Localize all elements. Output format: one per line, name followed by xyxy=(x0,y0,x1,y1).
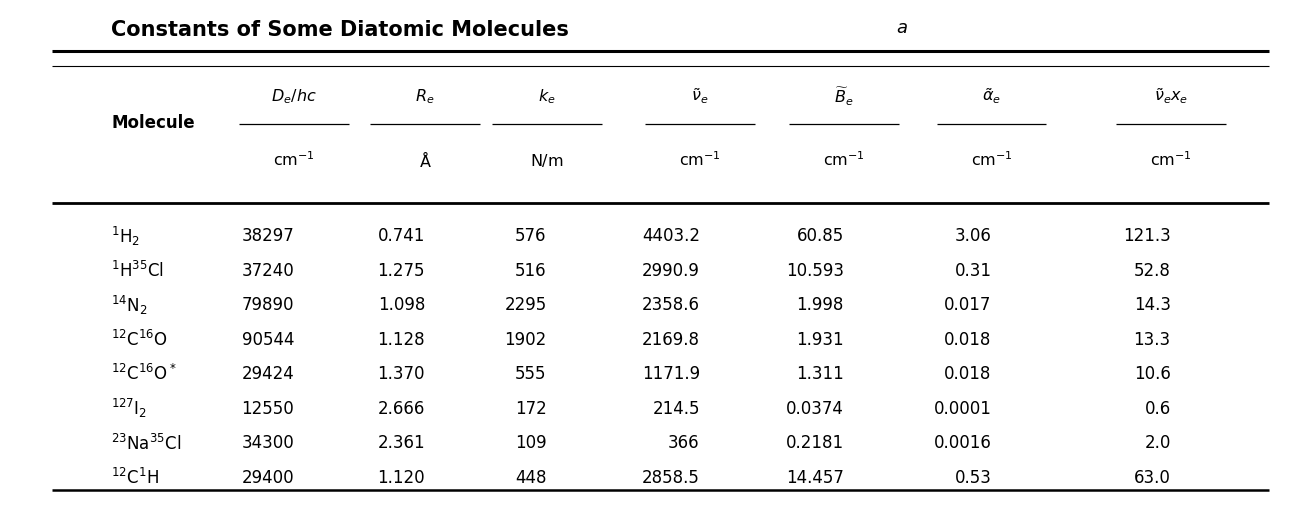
Text: Molecule: Molecule xyxy=(111,114,195,132)
Text: 14.3: 14.3 xyxy=(1134,296,1171,314)
Text: $^1\mathrm{H}^{35}\mathrm{Cl}$: $^1\mathrm{H}^{35}\mathrm{Cl}$ xyxy=(111,261,164,281)
Text: 516: 516 xyxy=(515,262,547,280)
Text: 0.0374: 0.0374 xyxy=(786,400,844,418)
Text: 79890: 79890 xyxy=(242,296,294,314)
Text: 29424: 29424 xyxy=(242,365,294,384)
Text: $\mathit{a}$: $\mathit{a}$ xyxy=(896,19,908,37)
Text: 214.5: 214.5 xyxy=(653,400,700,418)
Text: 2358.6: 2358.6 xyxy=(642,296,700,314)
Text: 0.2181: 0.2181 xyxy=(786,434,844,453)
Text: 1.998: 1.998 xyxy=(797,296,844,314)
Text: 2.0: 2.0 xyxy=(1144,434,1171,453)
Text: $^{127}\mathrm{I}_2$: $^{127}\mathrm{I}_2$ xyxy=(111,397,148,421)
Text: 576: 576 xyxy=(515,227,547,245)
Text: 3.06: 3.06 xyxy=(955,227,991,245)
Text: $^1\mathrm{H}_2$: $^1\mathrm{H}_2$ xyxy=(111,225,140,248)
Text: 14.457: 14.457 xyxy=(786,469,844,487)
Text: $\mathrm{N/m}$: $\mathrm{N/m}$ xyxy=(530,151,564,169)
Text: 0.0001: 0.0001 xyxy=(934,400,991,418)
Text: $\mathrm{cm}^{-1}$: $\mathrm{cm}^{-1}$ xyxy=(971,151,1012,169)
Text: $D_e/hc$: $D_e/hc$ xyxy=(272,87,317,106)
Text: $\mathrm{cm}^{-1}$: $\mathrm{cm}^{-1}$ xyxy=(679,151,721,169)
Text: 1.370: 1.370 xyxy=(378,365,425,384)
Text: 1.931: 1.931 xyxy=(797,331,844,349)
Text: $\tilde{\alpha}_e$: $\tilde{\alpha}_e$ xyxy=(982,87,1001,106)
Text: $\mathrm{cm}^{-1}$: $\mathrm{cm}^{-1}$ xyxy=(1150,151,1192,169)
Text: 1.128: 1.128 xyxy=(378,331,425,349)
Text: 1902: 1902 xyxy=(505,331,547,349)
Text: $^{12}\mathrm{C}^{16}\mathrm{O}$: $^{12}\mathrm{C}^{16}\mathrm{O}$ xyxy=(111,330,167,350)
Text: 2990.9: 2990.9 xyxy=(642,262,700,280)
Text: 2169.8: 2169.8 xyxy=(642,331,700,349)
Text: 0.31: 0.31 xyxy=(955,262,991,280)
Text: 0.53: 0.53 xyxy=(955,469,991,487)
Text: $\tilde{\nu}_e$: $\tilde{\nu}_e$ xyxy=(691,87,709,106)
Text: 0.017: 0.017 xyxy=(944,296,991,314)
Text: 38297: 38297 xyxy=(242,227,294,245)
Text: 555: 555 xyxy=(515,365,547,384)
Text: Constants of Some Diatomic Molecules: Constants of Some Diatomic Molecules xyxy=(111,20,569,40)
Text: 10.6: 10.6 xyxy=(1134,365,1171,384)
Text: $^{12}\mathrm{C}^{16}\mathrm{O}^*$: $^{12}\mathrm{C}^{16}\mathrm{O}^*$ xyxy=(111,364,177,385)
Text: 109: 109 xyxy=(515,434,547,453)
Text: 1171.9: 1171.9 xyxy=(642,365,700,384)
Text: $\widetilde{B}_e$: $\widetilde{B}_e$ xyxy=(835,85,853,108)
Text: 34300: 34300 xyxy=(242,434,294,453)
Text: 10.593: 10.593 xyxy=(786,262,844,280)
Text: 0.741: 0.741 xyxy=(378,227,425,245)
Text: 52.8: 52.8 xyxy=(1134,262,1171,280)
Text: 12550: 12550 xyxy=(242,400,294,418)
Text: 2.361: 2.361 xyxy=(378,434,425,453)
Text: 0.0016: 0.0016 xyxy=(934,434,991,453)
Text: $^{14}\mathrm{N}_2$: $^{14}\mathrm{N}_2$ xyxy=(111,294,148,317)
Text: 1.120: 1.120 xyxy=(378,469,425,487)
Text: 2295: 2295 xyxy=(505,296,547,314)
Text: 2858.5: 2858.5 xyxy=(642,469,700,487)
Text: 1.275: 1.275 xyxy=(378,262,425,280)
Text: 0.018: 0.018 xyxy=(944,365,991,384)
Text: 1.098: 1.098 xyxy=(378,296,425,314)
Text: 0.018: 0.018 xyxy=(944,331,991,349)
Text: 63.0: 63.0 xyxy=(1134,469,1171,487)
Text: $\mathrm{\AA}$: $\mathrm{\AA}$ xyxy=(419,150,432,170)
Text: $\mathrm{cm}^{-1}$: $\mathrm{cm}^{-1}$ xyxy=(823,151,865,169)
Text: 37240: 37240 xyxy=(242,262,294,280)
Text: $^{12}\mathrm{C}^1\mathrm{H}$: $^{12}\mathrm{C}^1\mathrm{H}$ xyxy=(111,468,160,488)
Text: 448: 448 xyxy=(515,469,547,487)
Text: $\mathrm{cm}^{-1}$: $\mathrm{cm}^{-1}$ xyxy=(273,151,315,169)
Text: 29400: 29400 xyxy=(242,469,294,487)
Text: $^{23}\mathrm{Na}^{35}\mathrm{Cl}$: $^{23}\mathrm{Na}^{35}\mathrm{Cl}$ xyxy=(111,433,182,454)
Text: 4403.2: 4403.2 xyxy=(642,227,700,245)
Text: 366: 366 xyxy=(668,434,700,453)
Text: 1.311: 1.311 xyxy=(795,365,844,384)
Text: 90544: 90544 xyxy=(242,331,294,349)
Text: 2.666: 2.666 xyxy=(378,400,425,418)
Text: $\tilde{\nu}_e x_e$: $\tilde{\nu}_e x_e$ xyxy=(1154,87,1188,106)
Text: $k_e$: $k_e$ xyxy=(538,87,556,106)
Text: 60.85: 60.85 xyxy=(797,227,844,245)
Text: $R_e$: $R_e$ xyxy=(416,87,434,106)
Text: 172: 172 xyxy=(515,400,547,418)
Text: 121.3: 121.3 xyxy=(1122,227,1171,245)
Text: 13.3: 13.3 xyxy=(1134,331,1171,349)
Text: 0.6: 0.6 xyxy=(1144,400,1171,418)
